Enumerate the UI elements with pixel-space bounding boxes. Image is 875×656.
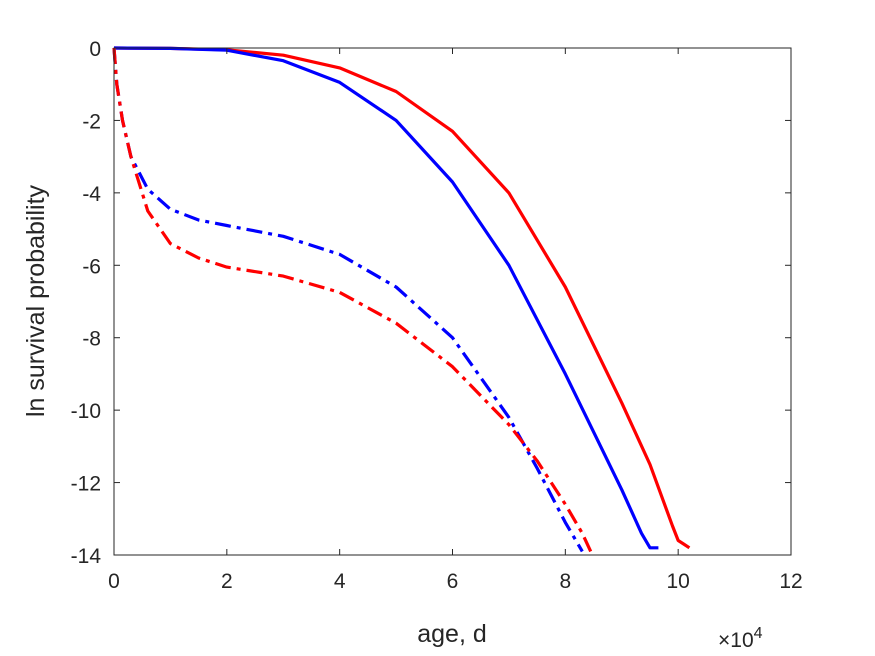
- x-tick-label: 4: [334, 570, 346, 593]
- y-tick-label: 0: [89, 38, 101, 61]
- y-tick-label: -14: [71, 545, 102, 568]
- x-tick-label: 8: [559, 570, 571, 593]
- x-tick-label: 0: [108, 570, 120, 593]
- svg-text:×104: ×104: [718, 625, 763, 652]
- y-tick-label: -8: [82, 328, 101, 351]
- y-tick-label: -2: [82, 110, 101, 133]
- x-exponent-label: ×104: [718, 625, 763, 652]
- x-exponent-power: 4: [754, 625, 763, 642]
- series-line-4: [112, 47, 593, 553]
- plot-area: [114, 48, 791, 555]
- x-tick-label: 12: [779, 570, 802, 593]
- y-tick-label: -10: [71, 400, 101, 423]
- y-axis-label: ln survival probability: [22, 184, 50, 417]
- y-tick-label: -4: [82, 183, 101, 206]
- series-line-1: [113, 46, 691, 550]
- y-tick-label: -6: [82, 255, 101, 278]
- x-tick-label: 2: [221, 570, 233, 593]
- tick-layer: 0 2 4 6 8 10 12 0 -2 -4 -6 -8 -10 -12 -14: [71, 38, 803, 593]
- x-axis-label: age, d: [417, 620, 487, 648]
- x-tick-label: 10: [666, 570, 689, 593]
- y-tick-label: -12: [71, 473, 101, 496]
- x-tick-label: 6: [447, 570, 459, 593]
- x-exponent-base: 10: [730, 629, 753, 652]
